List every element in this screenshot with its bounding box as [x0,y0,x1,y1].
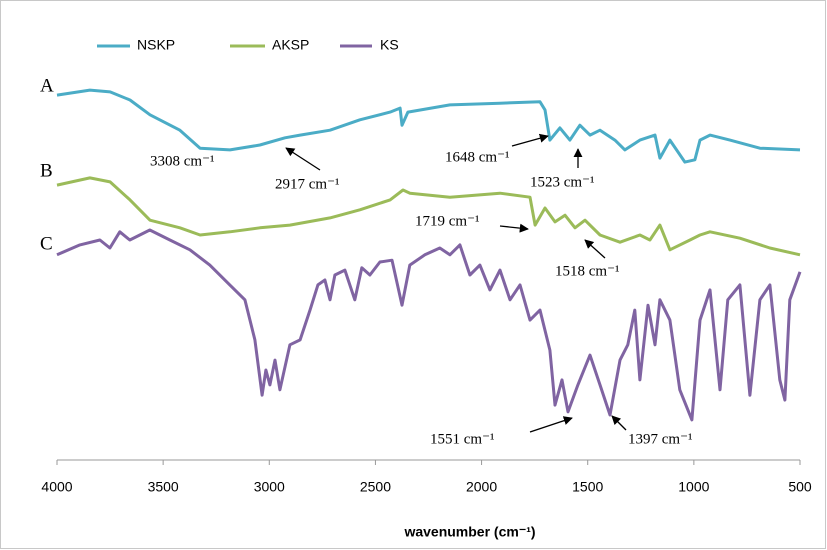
annotation-arrow [584,239,606,259]
curve-label: B [40,160,53,181]
annotation: 1518 cm⁻¹ [555,263,620,279]
curve-label: C [40,233,53,254]
annotation: 1719 cm⁻¹ [415,213,480,229]
annotation-arrow [285,147,321,171]
x-axis-label: wavenumber (cm⁻¹) [403,524,535,540]
annotation: 1648 cm⁻¹ [445,149,510,165]
x-tick-label: 2000 [466,479,497,495]
x-tick-label: 1500 [572,479,603,495]
annotation: 1551 cm⁻¹ [430,431,495,447]
curve-label: A [40,75,54,96]
annotation-arrow [511,133,549,147]
annotation: 3308 cm⁻¹ [150,153,215,169]
annotation: 1397 cm⁻¹ [628,431,693,447]
annotation: 1523 cm⁻¹ [530,174,595,190]
x-tick-label: 500 [788,479,812,495]
x-tick-label: 4000 [41,479,72,495]
annotation-arrow [529,416,573,433]
series-line [56,176,801,257]
x-tick-label: 3000 [254,479,285,495]
annotation-arrow [499,223,529,233]
legend-label: NSKP [137,37,175,53]
annotation: 2917 cm⁻¹ [275,176,340,192]
legend-label: AKSP [272,37,309,53]
x-tick-label: 2500 [360,479,391,495]
series-line [56,228,802,422]
series-line [56,88,801,164]
annotation-arrow [611,415,627,431]
legend-label: KS [380,37,399,53]
x-tick-label: 1000 [678,479,709,495]
x-tick-label: 3500 [148,479,179,495]
